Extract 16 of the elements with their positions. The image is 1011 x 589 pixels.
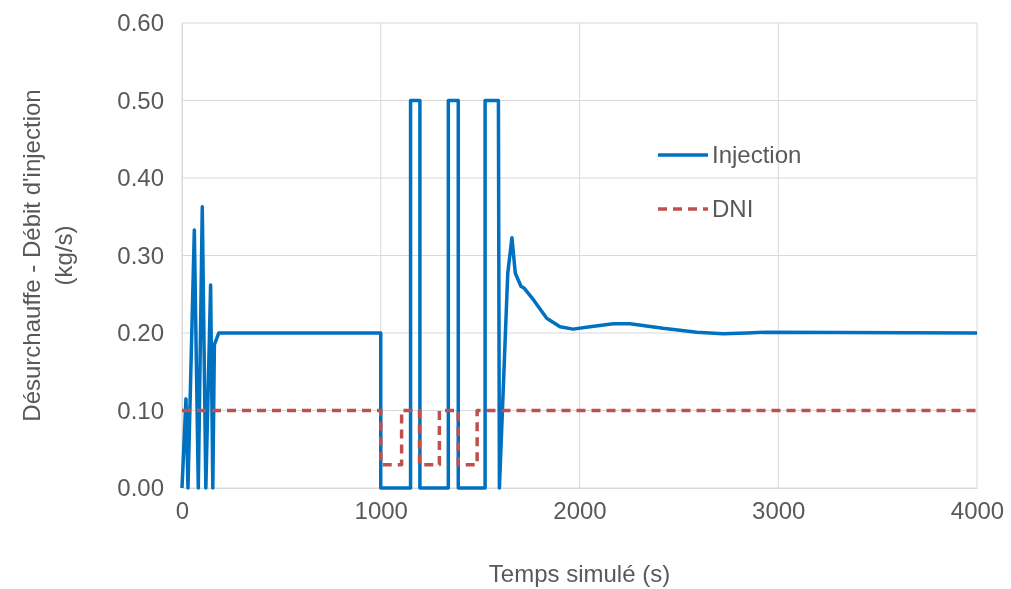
x-tick-label: 4000 xyxy=(950,497,1005,525)
x-tick-label: 0 xyxy=(175,497,190,525)
y-axis-title: Désurchauffe - Débit d'injection (kg/s) xyxy=(18,89,77,422)
x-axis-title: Temps simulé (s) xyxy=(488,560,671,587)
y-tick-label: 0.40 xyxy=(117,164,164,192)
y-tick-label: 0.60 xyxy=(117,9,164,37)
x-tick-label: 3000 xyxy=(752,497,806,525)
y-tick-label: 0.50 xyxy=(117,86,164,114)
x-tick-label: 1000 xyxy=(354,497,408,525)
x-tick-label: 2000 xyxy=(553,497,607,525)
legend-label: Injection xyxy=(712,141,802,169)
y-tick-label: 0.10 xyxy=(117,396,164,424)
legend-label: DNI xyxy=(712,195,754,223)
y-tick-label: 0.20 xyxy=(117,319,164,347)
y-tick-label: 0.30 xyxy=(117,241,164,269)
y-tick-label: 0.00 xyxy=(117,474,164,502)
